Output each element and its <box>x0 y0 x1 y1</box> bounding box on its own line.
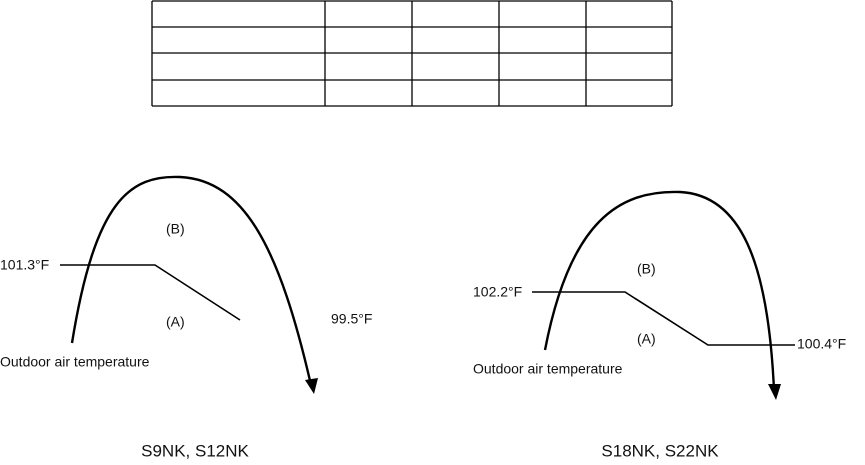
limit-line <box>60 264 241 321</box>
temp-low: 99.5°F <box>331 311 372 327</box>
temp-high: 101.3°F <box>0 257 49 273</box>
temp-low: 100.4°F <box>797 336 846 352</box>
caption: S9NK, S12NK <box>141 441 249 460</box>
region-b: (B) <box>637 261 656 277</box>
arrowhead <box>768 384 781 400</box>
diagram-left: 101.3°F (B) (A) 99.5°F Outdoor air tempe… <box>0 175 372 460</box>
arrowhead <box>305 378 318 394</box>
diagram-right: 102.2°F (B) (A) 100.4°F Outdoor air temp… <box>473 190 846 460</box>
region-a: (A) <box>166 314 185 330</box>
caption: S18NK, S22NK <box>601 441 719 460</box>
limit-line <box>532 291 795 346</box>
axis-label: Outdoor air temperature <box>0 354 150 370</box>
curve <box>70 175 313 386</box>
temp-high: 102.2°F <box>473 284 522 300</box>
empty-table <box>151 0 673 107</box>
region-a: (A) <box>637 331 656 347</box>
region-b: (B) <box>166 221 185 237</box>
curve <box>543 190 776 391</box>
axis-label: Outdoor air temperature <box>473 361 623 377</box>
